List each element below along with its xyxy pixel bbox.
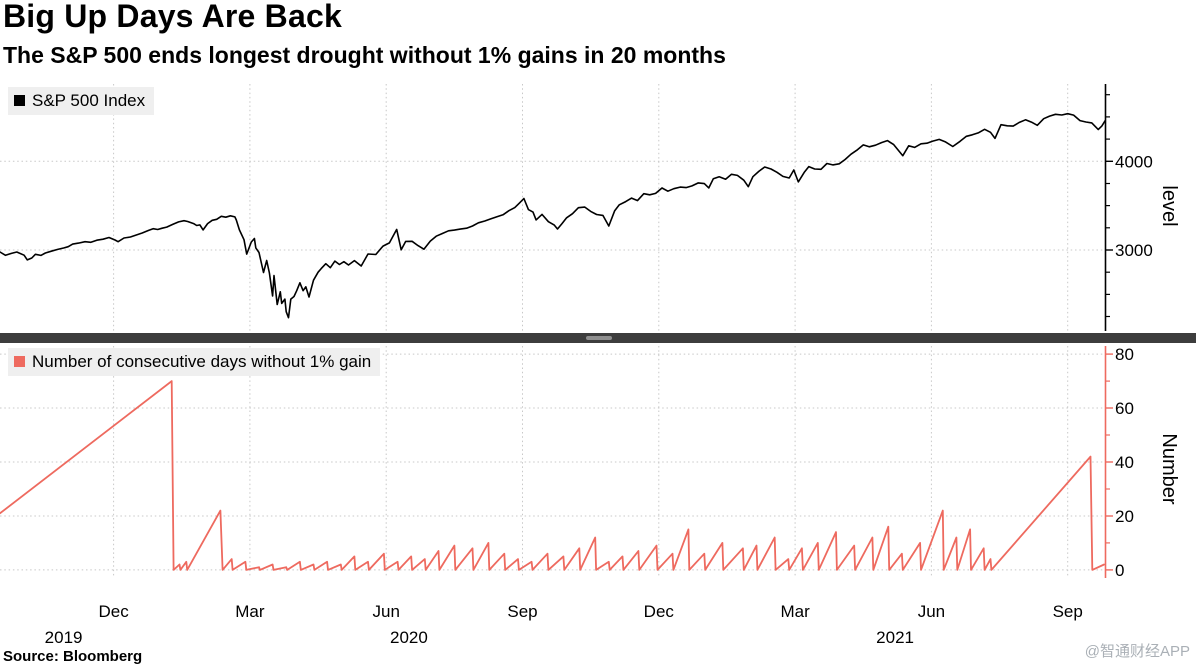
streak-line [0,380,1105,571]
x-tick-label: Jun [372,602,399,621]
y-tick-label: 60 [1115,399,1134,418]
watermark: @智通财经APP [1084,643,1190,660]
x-year-label: 2020 [390,628,428,647]
y-tick-label: 0 [1115,561,1124,580]
legend-sp500: S&P 500 Index [8,87,155,116]
y-tick-label: 80 [1115,345,1134,364]
panel-resize-handle-icon[interactable] [586,336,612,340]
x-tick-label: Sep [1053,602,1083,621]
sp500-line [0,112,1106,319]
sp500-series-swatch-icon [14,95,25,107]
chart-title: Big Up Days Are Back [3,0,342,34]
y-axis-title-number: Number [1158,433,1180,504]
tick-labels: Dec Mar Jun Sep Dec Mar Jun Sep 2019 2020 2021 3000… [45,152,1153,647]
sp500-legend-label: S&P 500 Index [32,91,146,110]
y-tick-label: 3000 [1115,241,1153,260]
source-note: Source: Bloomberg [3,648,143,665]
x-tick-label: Jun [918,602,945,621]
streak-legend-label: Number of consecutive days without 1% ga… [32,352,372,371]
chart-subtitle: The S&P 500 ends longest drought without… [3,42,726,68]
x-tick-label: Dec [98,602,129,621]
y-tick-label: 40 [1115,453,1134,472]
x-tick-label: Sep [507,602,537,621]
y-axis-title-level: level [1158,185,1180,226]
y-tick-label: 4000 [1115,152,1153,171]
x-tick-label: Mar [780,602,810,621]
streak-series-swatch-icon [14,356,25,368]
x-tick-label: Mar [235,602,265,621]
legend-streak: Number of consecutive days without 1% ga… [8,348,381,377]
series-lines [0,112,1106,571]
x-year-label: 2021 [876,628,914,647]
axes [1104,84,1113,578]
x-tick-label: Dec [644,602,675,621]
gridlines [0,84,1105,578]
x-year-label: 2019 [45,628,83,647]
y-tick-label: 20 [1115,507,1134,526]
